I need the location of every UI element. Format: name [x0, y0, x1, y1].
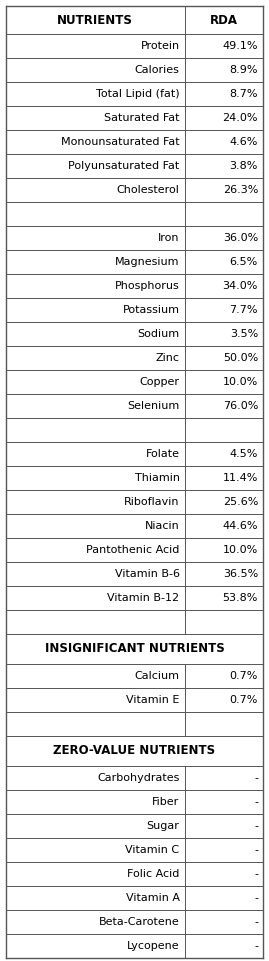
- Text: Vitamin A: Vitamin A: [126, 893, 180, 903]
- Text: 7.7%: 7.7%: [229, 305, 258, 315]
- Text: 3.8%: 3.8%: [230, 161, 258, 171]
- Text: Niacin: Niacin: [145, 521, 180, 531]
- Text: Thiamin: Thiamin: [134, 473, 180, 483]
- Text: 53.8%: 53.8%: [223, 593, 258, 603]
- Text: Total Lipid (fat): Total Lipid (fat): [96, 89, 180, 99]
- Text: Vitamin B-6: Vitamin B-6: [115, 569, 180, 579]
- Text: 76.0%: 76.0%: [223, 401, 258, 411]
- Text: Fiber: Fiber: [152, 797, 180, 807]
- Text: Sugar: Sugar: [147, 821, 180, 831]
- Text: 6.5%: 6.5%: [230, 257, 258, 267]
- Text: 11.4%: 11.4%: [223, 473, 258, 483]
- Text: 49.1%: 49.1%: [222, 41, 258, 51]
- Text: 4.6%: 4.6%: [230, 137, 258, 147]
- Text: Lycopene: Lycopene: [127, 941, 180, 951]
- Text: -: -: [254, 941, 258, 951]
- Text: NUTRIENTS: NUTRIENTS: [57, 13, 133, 27]
- Text: 36.0%: 36.0%: [223, 233, 258, 243]
- Text: Protein: Protein: [140, 41, 180, 51]
- Text: 0.7%: 0.7%: [230, 671, 258, 681]
- Text: Magnesium: Magnesium: [115, 257, 180, 267]
- Text: Vitamin C: Vitamin C: [126, 845, 180, 855]
- Text: Vitamin B-12: Vitamin B-12: [108, 593, 180, 603]
- Text: Phosphorus: Phosphorus: [115, 281, 180, 291]
- Text: 44.6%: 44.6%: [222, 521, 258, 531]
- Text: Potassium: Potassium: [123, 305, 180, 315]
- Text: 0.7%: 0.7%: [230, 695, 258, 705]
- Text: Folate: Folate: [146, 449, 180, 459]
- Text: 24.0%: 24.0%: [222, 113, 258, 123]
- Text: ZERO-VALUE NUTRIENTS: ZERO-VALUE NUTRIENTS: [54, 745, 215, 757]
- Text: -: -: [254, 869, 258, 879]
- Text: 10.0%: 10.0%: [223, 545, 258, 555]
- Text: 36.5%: 36.5%: [223, 569, 258, 579]
- Text: -: -: [254, 773, 258, 783]
- Text: 3.5%: 3.5%: [230, 329, 258, 339]
- Text: -: -: [254, 845, 258, 855]
- Text: Carbohydrates: Carbohydrates: [97, 773, 180, 783]
- Text: Monounsaturated Fat: Monounsaturated Fat: [61, 137, 180, 147]
- Text: Riboflavin: Riboflavin: [124, 497, 180, 507]
- Text: Vitamin E: Vitamin E: [126, 695, 180, 705]
- Text: INSIGNIFICANT NUTRIENTS: INSIGNIFICANT NUTRIENTS: [45, 643, 224, 655]
- Text: 26.3%: 26.3%: [223, 185, 258, 195]
- Text: Iron: Iron: [158, 233, 180, 243]
- Text: Beta-Carotene: Beta-Carotene: [99, 917, 180, 927]
- Text: 50.0%: 50.0%: [223, 353, 258, 363]
- Text: Polyunsaturated Fat: Polyunsaturated Fat: [68, 161, 180, 171]
- Text: 34.0%: 34.0%: [223, 281, 258, 291]
- Text: -: -: [254, 821, 258, 831]
- Text: RDA: RDA: [210, 13, 238, 27]
- Text: 10.0%: 10.0%: [223, 377, 258, 387]
- Text: Zinc: Zinc: [155, 353, 180, 363]
- Text: Calories: Calories: [135, 65, 180, 75]
- Text: Pantothenic Acid: Pantothenic Acid: [86, 545, 180, 555]
- Text: Sodium: Sodium: [137, 329, 180, 339]
- Text: -: -: [254, 893, 258, 903]
- Text: Folic Acid: Folic Acid: [127, 869, 180, 879]
- Text: Cholesterol: Cholesterol: [117, 185, 180, 195]
- Text: Saturated Fat: Saturated Fat: [104, 113, 180, 123]
- Text: 8.7%: 8.7%: [229, 89, 258, 99]
- Text: 4.5%: 4.5%: [230, 449, 258, 459]
- Text: Selenium: Selenium: [127, 401, 180, 411]
- Text: Calcium: Calcium: [134, 671, 180, 681]
- Text: 8.9%: 8.9%: [229, 65, 258, 75]
- Text: -: -: [254, 797, 258, 807]
- Text: 25.6%: 25.6%: [223, 497, 258, 507]
- Text: Copper: Copper: [140, 377, 180, 387]
- Text: -: -: [254, 917, 258, 927]
